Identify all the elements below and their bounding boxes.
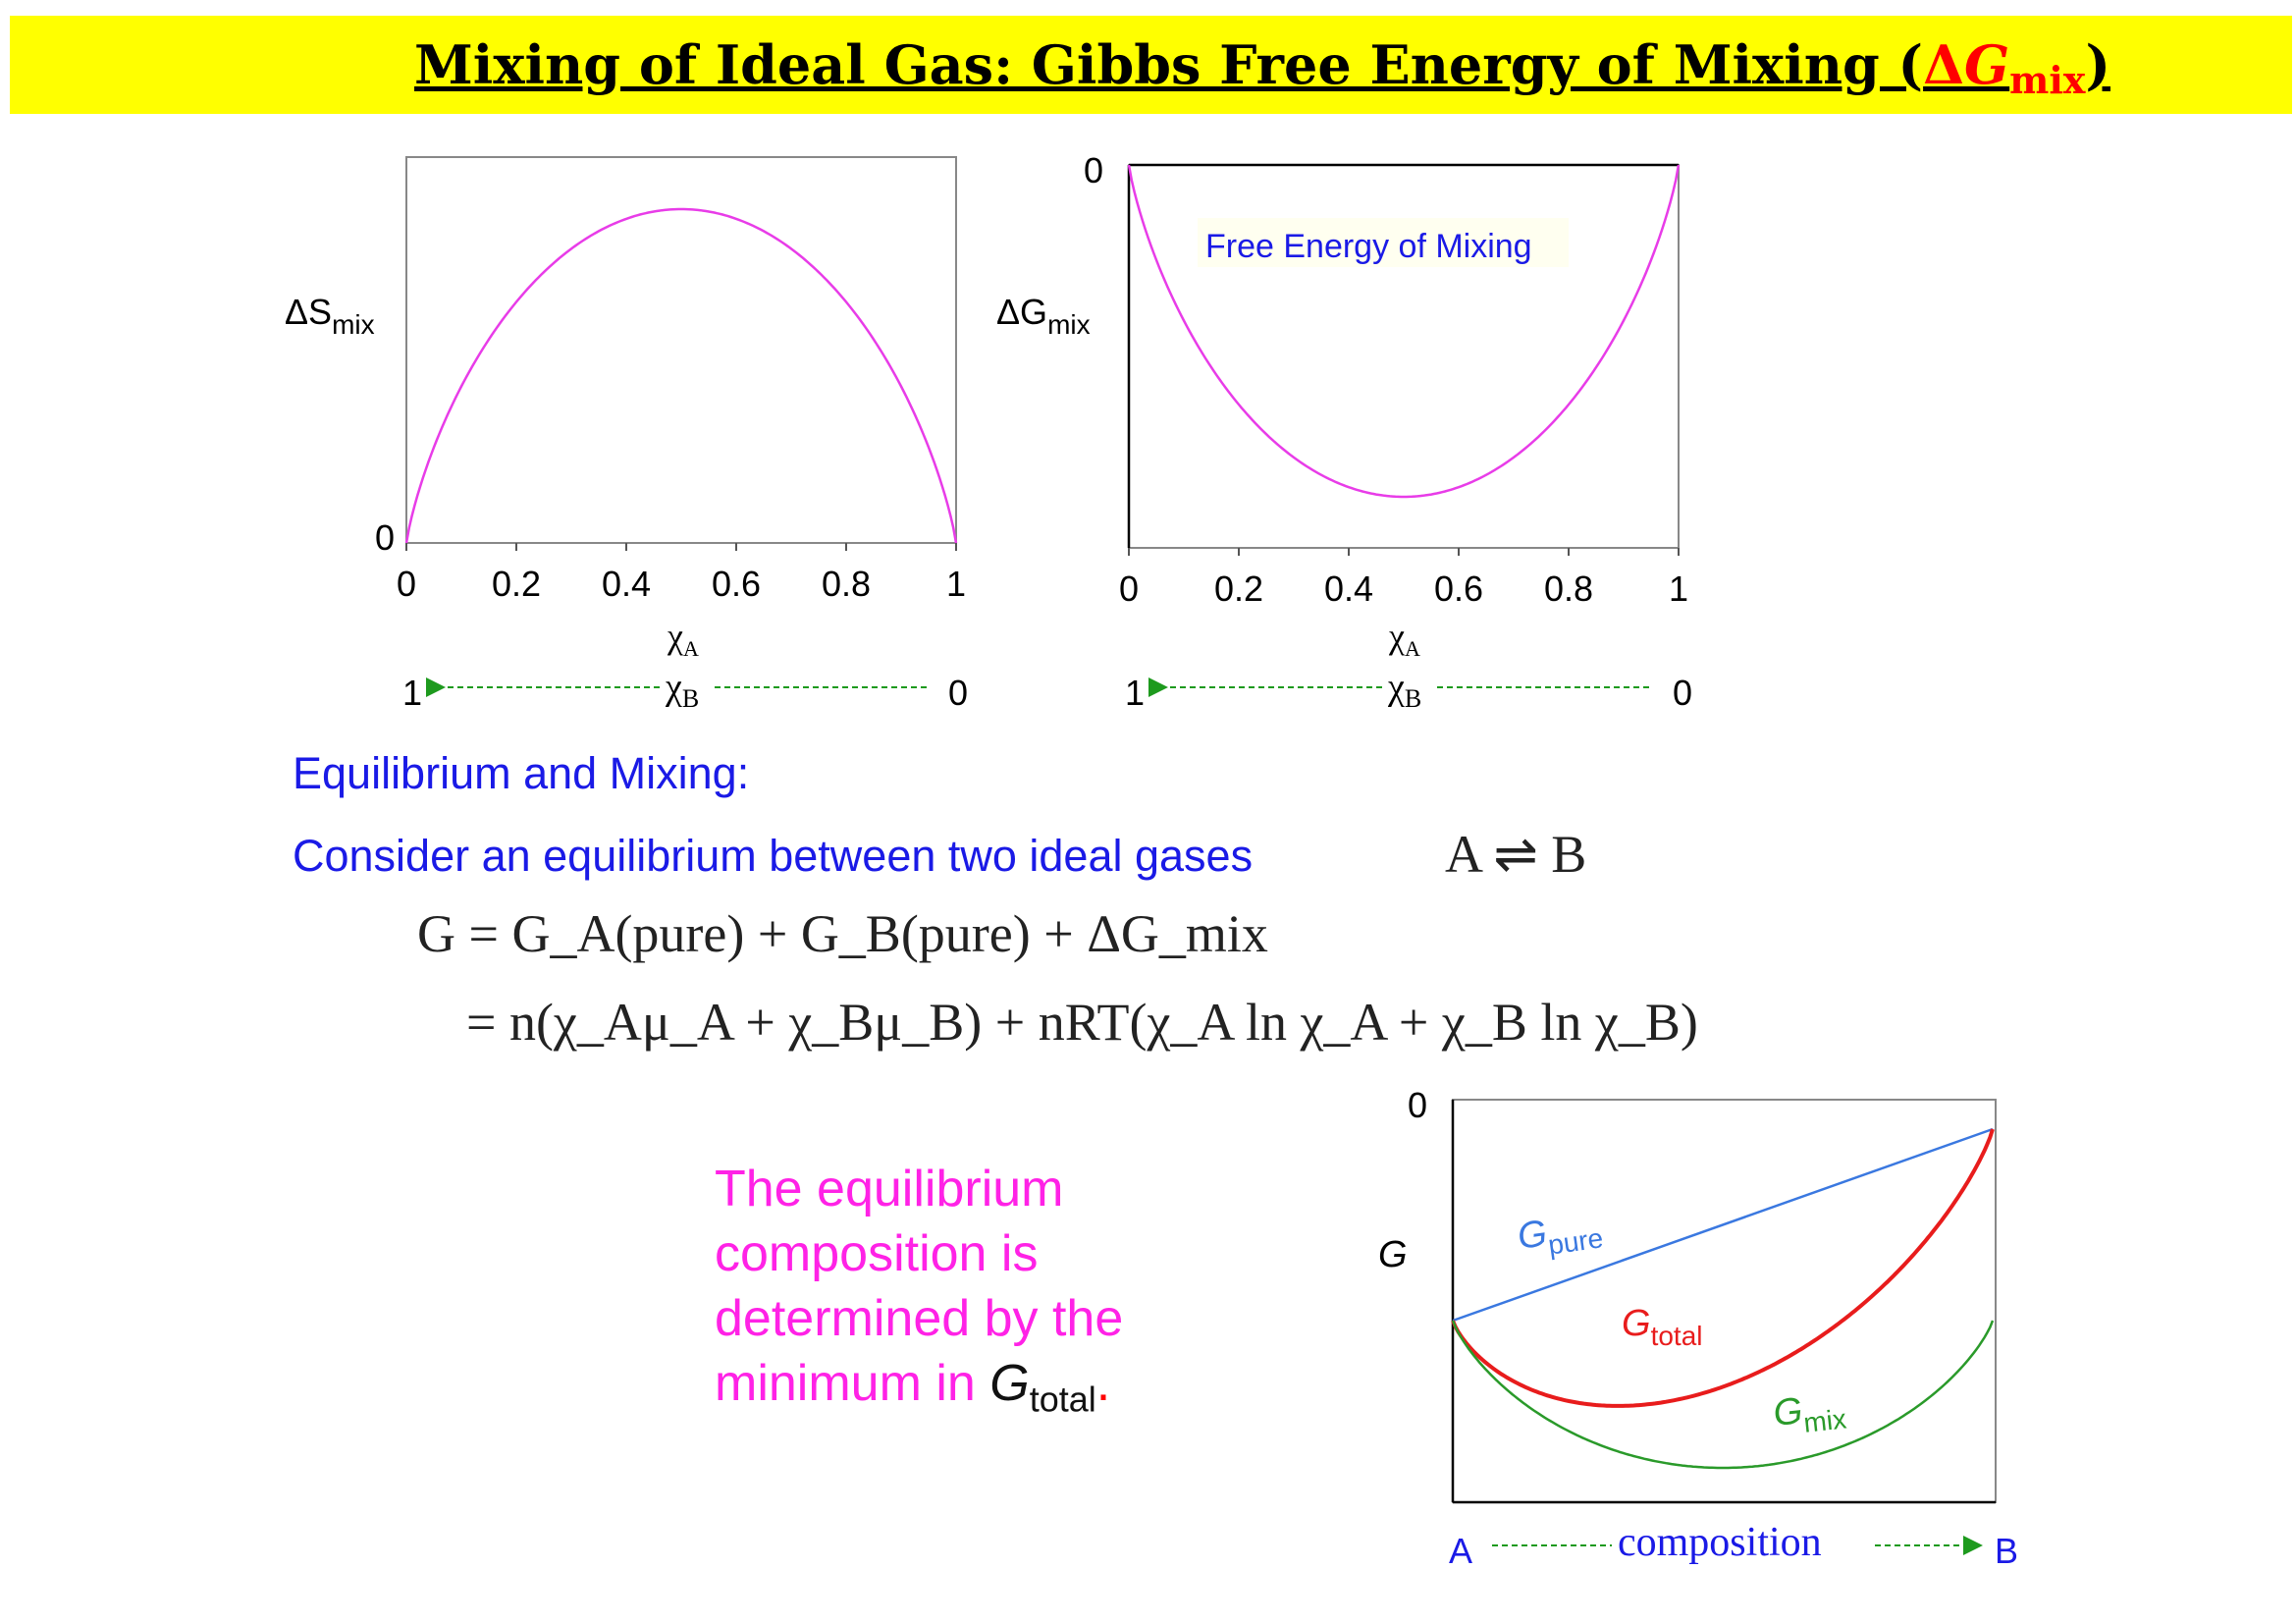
- conclusion-text: The equilibrium composition is determine…: [715, 1157, 1123, 1432]
- conclusion-line-1: The equilibrium: [715, 1161, 1064, 1217]
- entropy-x-tick-label: 0.8: [822, 564, 871, 604]
- free-energy-curve: [1127, 164, 1681, 499]
- free-energy-xb-left: 1: [1125, 673, 1145, 713]
- g-total-label: Gtotal: [1622, 1303, 1703, 1351]
- g-chart-zero-label: 0: [1408, 1085, 1427, 1125]
- free-energy-x-tick-label: 1: [1669, 568, 1688, 609]
- entropy-x-label: χA: [667, 617, 699, 661]
- free-energy-y-zero-label: 0: [1084, 150, 1103, 190]
- conclusion-g-symbol: G: [989, 1355, 1030, 1412]
- free-energy-chart: 0 0.2 0.4 0.6 0.8 1 Free Energy of Mixing 0 Δ…: [996, 150, 1692, 713]
- free-energy-annotation-bg: [1198, 218, 1569, 267]
- entropy-chart-frame: [405, 156, 957, 544]
- g-pure-line: [1452, 1127, 1994, 1323]
- g-composition-chart: 0 G Gpure Gtotal Gmix A B composition: [1378, 1085, 2018, 1571]
- g-pure-label: Gpure: [1515, 1205, 1605, 1264]
- conclusion-line-2: composition is: [715, 1225, 1039, 1282]
- g-chart-frame: [1452, 1099, 1997, 1503]
- conclusion-line-4: minimum in Gtotal.: [715, 1355, 1111, 1420]
- free-energy-x-tick-label: 0.4: [1324, 568, 1373, 609]
- g-chart-x-label: composition: [1618, 1520, 1822, 1565]
- entropy-curve: [404, 207, 958, 544]
- entropy-x-tick-label: 0.4: [602, 564, 651, 604]
- g-chart-y-label: G: [1378, 1234, 1408, 1275]
- entropy-xb-left: 1: [402, 673, 422, 713]
- entropy-chart: 0 0.2 0.4 0.6 0.8 1 0 ΔSmix χA 1 0 χB: [285, 156, 968, 713]
- free-energy-x-label: χA: [1388, 617, 1420, 661]
- entropy-x-tick-label: 0.6: [712, 564, 761, 604]
- title-bar: Mixing of Ideal Gas: Gibbs Free Energy o…: [10, 16, 2292, 114]
- gibbs-equation-line1: G = G_A(pure) + G_B(pure) + ΔG_mix: [417, 904, 1268, 963]
- reaction-equation: A ⇌ B: [1445, 825, 1587, 884]
- free-energy-x-tick-label: 0: [1119, 568, 1139, 609]
- g-chart-x-left-label: A: [1449, 1531, 1472, 1571]
- entropy-x-tick-label: 0: [397, 564, 416, 604]
- g-mix-label: Gmix: [1772, 1386, 1848, 1441]
- gibbs-equation-line2: = n(χ_Aμ_A + χ_Bμ_B) + nRT(χ_A ln χ_A + …: [466, 993, 1698, 1052]
- free-energy-x-tick-label: 0.2: [1214, 568, 1263, 609]
- equilibrium-heading: Equilibrium and Mixing:: [293, 748, 750, 798]
- entropy-x-tick-label: 0.2: [492, 564, 541, 604]
- consider-line: Consider an equilibrium between two idea…: [293, 831, 1254, 881]
- entropy-x-tick-label: 1: [946, 564, 966, 604]
- entropy-y-label: ΔSmix: [285, 292, 375, 340]
- conclusion-line-3: determined by the: [715, 1290, 1124, 1347]
- entropy-xb-label: χB: [665, 667, 699, 713]
- free-energy-y-label: ΔGmix: [996, 292, 1091, 340]
- free-energy-xb-right: 0: [1673, 673, 1692, 713]
- g-total-curve: [1451, 1128, 1995, 1408]
- entropy-y-zero-label: 0: [375, 517, 395, 558]
- free-energy-annotation: Free Energy of Mixing: [1205, 228, 1532, 265]
- free-energy-x-tick-label: 0.6: [1434, 568, 1483, 609]
- free-energy-xb-label: χB: [1387, 667, 1421, 713]
- page-title: Mixing of Ideal Gas: Gibbs Free Energy o…: [414, 33, 2110, 102]
- g-mix-curve: [1451, 1320, 1995, 1470]
- entropy-xb-right: 0: [948, 673, 968, 713]
- g-chart-x-right-label: B: [1995, 1531, 2018, 1571]
- conclusion-g-subscript: total: [1029, 1379, 1096, 1420]
- free-energy-x-tick-label: 0.8: [1544, 568, 1593, 609]
